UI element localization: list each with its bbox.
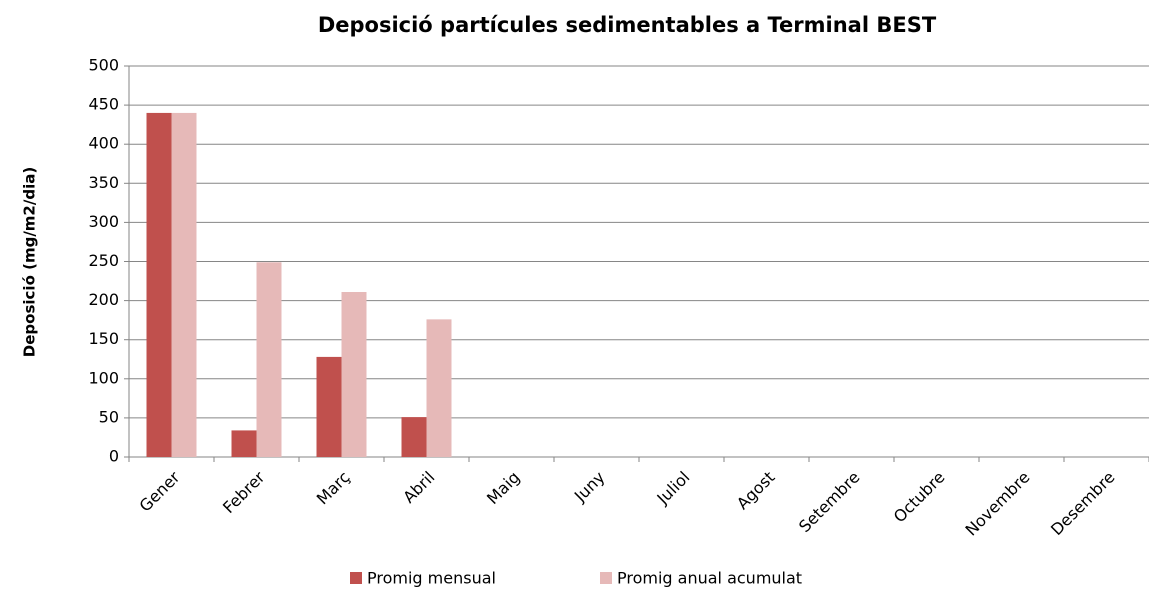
x-tick-label: Juny: [570, 468, 609, 507]
bar: [341, 291, 367, 457]
x-tick-label: Març: [313, 468, 354, 509]
x-tick-label: Desembre: [1047, 468, 1119, 540]
y-tick-label: 0: [109, 447, 119, 466]
x-tick-label: Gener: [136, 467, 184, 515]
x-tick-label: Juliol: [653, 468, 694, 509]
x-tick-label: Febrer: [219, 467, 269, 517]
y-tick-label: 200: [88, 290, 119, 309]
y-tick-label: 150: [88, 329, 119, 348]
y-axis-title: Deposició (mg/m2/dia): [21, 167, 39, 357]
legend-swatch: [600, 572, 612, 584]
bar: [231, 430, 257, 457]
bar: [256, 262, 282, 457]
y-tick-label: 350: [88, 173, 119, 192]
x-tick-label: Setembre: [795, 468, 864, 537]
legend-label: Promig anual acumulat: [617, 569, 802, 588]
legend-swatch: [350, 572, 362, 584]
x-tick-label: Abril: [399, 468, 438, 507]
x-tick-label: Octubre: [890, 468, 949, 527]
y-tick-label: 100: [88, 368, 119, 387]
x-tick-label: Novembre: [961, 468, 1033, 540]
y-tick-label: 250: [88, 251, 119, 270]
y-tick-label: 400: [88, 134, 119, 153]
x-tick-label: Maig: [483, 468, 523, 508]
bar: [146, 112, 172, 458]
y-tick-label: 50: [99, 407, 119, 426]
y-tick-label: 450: [88, 95, 119, 114]
y-tick-label: 500: [88, 56, 119, 75]
x-tick-label: Agost: [733, 468, 779, 514]
bar: [401, 417, 427, 457]
bar: [171, 112, 197, 458]
bar: [316, 356, 342, 457]
chart-title: Deposició partícules sedimentables a Ter…: [318, 13, 937, 37]
y-tick-label: 300: [88, 212, 119, 231]
bar: [426, 319, 452, 457]
legend-label: Promig mensual: [367, 569, 496, 588]
